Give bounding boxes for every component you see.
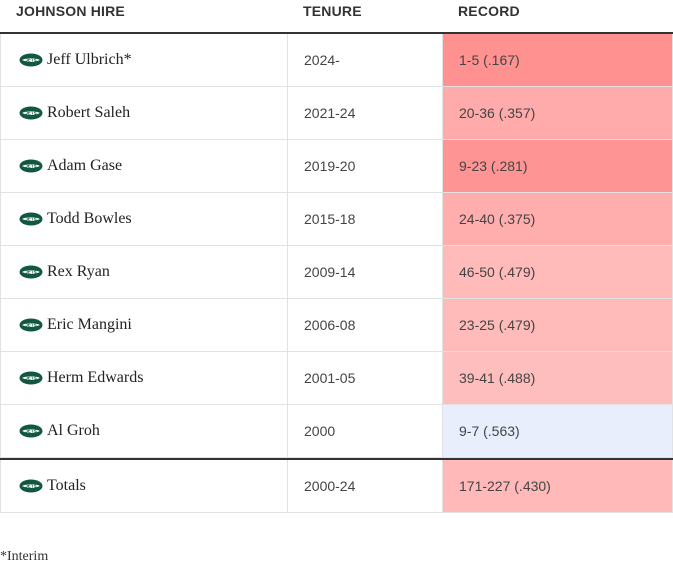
name-text: Totals [47, 477, 86, 494]
name-cell: JETS Totals [0, 460, 288, 513]
name-text: Al Groh [47, 422, 100, 439]
name-cell: JETS Robert Saleh [0, 87, 288, 140]
table-row: JETS Todd Bowles 2015-18 24-40 (.375) [0, 193, 673, 246]
team-logo: JETS [19, 159, 43, 178]
record-cell: 9-23 (.281) [442, 140, 673, 193]
svg-text:JETS: JETS [25, 217, 36, 222]
name-text: Todd Bowles [47, 210, 132, 227]
team-logo: JETS [19, 265, 43, 284]
name-text: Jeff Ulbrich* [47, 51, 132, 68]
column-header: TENURE [303, 3, 362, 19]
record-cell: 171-227 (.430) [442, 460, 673, 513]
tenure-text: 2019-20 [304, 158, 356, 174]
table-row: JETS Herm Edwards 2001-05 39-41 (.488) [0, 352, 673, 405]
logo-icon: JETS [19, 212, 43, 226]
team-logo: JETS [19, 424, 43, 443]
tenure-cell: 2001-05 [287, 352, 443, 405]
tenure-text: 2009-14 [304, 264, 356, 280]
record-text: 39-41 (.488) [459, 370, 536, 386]
tenure-text: 2024- [304, 52, 340, 68]
tenure-cell: 2009-14 [287, 246, 443, 299]
record-text: 20-36 (.357) [459, 105, 536, 121]
svg-text:JETS: JETS [25, 164, 36, 169]
footnote: *Interim [0, 549, 49, 564]
name-cell: JETS Rex Ryan [0, 246, 288, 299]
tenure-cell: 2006-08 [287, 299, 443, 352]
tenure-text: 2006-08 [304, 317, 356, 333]
header-rule [0, 32, 673, 34]
tenure-cell: 2000-24 [287, 460, 443, 513]
name-cell: JETS Adam Gase [0, 140, 288, 193]
name-text: Adam Gase [47, 157, 123, 174]
table-row: JETS Al Groh 2000 9-7 (.563) [0, 405, 673, 458]
logo-icon: JETS [19, 371, 43, 385]
team-logo: JETS [19, 53, 43, 72]
name-text: Eric Mangini [47, 316, 132, 333]
svg-text:JETS: JETS [25, 270, 36, 275]
name-text: Robert Saleh [47, 104, 131, 121]
column-header: JOHNSON HIRE [16, 3, 125, 19]
svg-text:JETS: JETS [25, 376, 36, 381]
name-cell: JETS Jeff Ulbrich* [0, 34, 288, 87]
team-logo: JETS [19, 479, 43, 498]
team-logo: JETS [19, 212, 43, 231]
tenure-cell: 2000 [287, 405, 443, 458]
name-cell: JETS Al Groh [0, 405, 288, 458]
tenure-cell: 2015-18 [287, 193, 443, 246]
svg-text:JETS: JETS [25, 111, 36, 116]
tenure-text: 2021-24 [304, 105, 356, 121]
logo-icon: JETS [19, 106, 43, 120]
tenure-cell: 2021-24 [287, 87, 443, 140]
record-cell: 24-40 (.375) [442, 193, 673, 246]
tenure-cell: 2024- [287, 34, 443, 87]
record-cell: 1-5 (.167) [442, 34, 673, 87]
table-row: JETS Eric Mangini 2006-08 23-25 (.479) [0, 299, 673, 352]
tenure-text: 2000-24 [304, 478, 356, 494]
svg-text:JETS: JETS [25, 429, 36, 434]
name-cell: JETS Eric Mangini [0, 299, 288, 352]
logo-icon: JETS [19, 53, 43, 67]
record-cell: 20-36 (.357) [442, 87, 673, 140]
table-row: JETS Adam Gase 2019-20 9-23 (.281) [0, 140, 673, 193]
tenure-text: 2015-18 [304, 211, 356, 227]
tenure-text: 2001-05 [304, 370, 356, 386]
team-logo: JETS [19, 371, 43, 390]
name-text: Rex Ryan [47, 263, 110, 280]
team-logo: JETS [19, 106, 43, 125]
svg-text:JETS: JETS [25, 58, 36, 63]
record-cell: 23-25 (.479) [442, 299, 673, 352]
table-row: JETS Rex Ryan 2009-14 46-50 (.479) [0, 246, 673, 299]
record-cell: 39-41 (.488) [442, 352, 673, 405]
record-text: 171-227 (.430) [459, 478, 551, 494]
record-text: 24-40 (.375) [459, 211, 536, 227]
tenure-text: 2000 [304, 423, 336, 439]
logo-icon: JETS [19, 479, 43, 493]
record-cell: 46-50 (.479) [442, 246, 673, 299]
table-row: JETS Jeff Ulbrich* 2024- 1-5 (.167) [0, 34, 673, 87]
record-text: 9-23 (.281) [459, 158, 528, 174]
logo-icon: JETS [19, 318, 43, 332]
name-cell: JETS Herm Edwards [0, 352, 288, 405]
totals-rule [0, 458, 673, 460]
svg-text:JETS: JETS [25, 323, 36, 328]
record-cell: 9-7 (.563) [442, 405, 673, 458]
tenure-cell: 2019-20 [287, 140, 443, 193]
table-row: JETS Totals 2000-24 171-227 (.430) [0, 460, 673, 513]
logo-icon: JETS [19, 265, 43, 279]
column-header: RECORD [458, 3, 520, 19]
record-text: 46-50 (.479) [459, 264, 536, 280]
record-text: 1-5 (.167) [459, 52, 520, 68]
svg-text:JETS: JETS [25, 484, 36, 489]
name-text: Herm Edwards [47, 369, 144, 386]
team-logo: JETS [19, 318, 43, 337]
table-row: JETS Robert Saleh 2021-24 20-36 (.357) [0, 87, 673, 140]
record-text: 23-25 (.479) [459, 317, 536, 333]
logo-icon: JETS [19, 424, 43, 438]
logo-icon: JETS [19, 159, 43, 173]
name-cell: JETS Todd Bowles [0, 193, 288, 246]
record-text: 9-7 (.563) [459, 423, 520, 439]
